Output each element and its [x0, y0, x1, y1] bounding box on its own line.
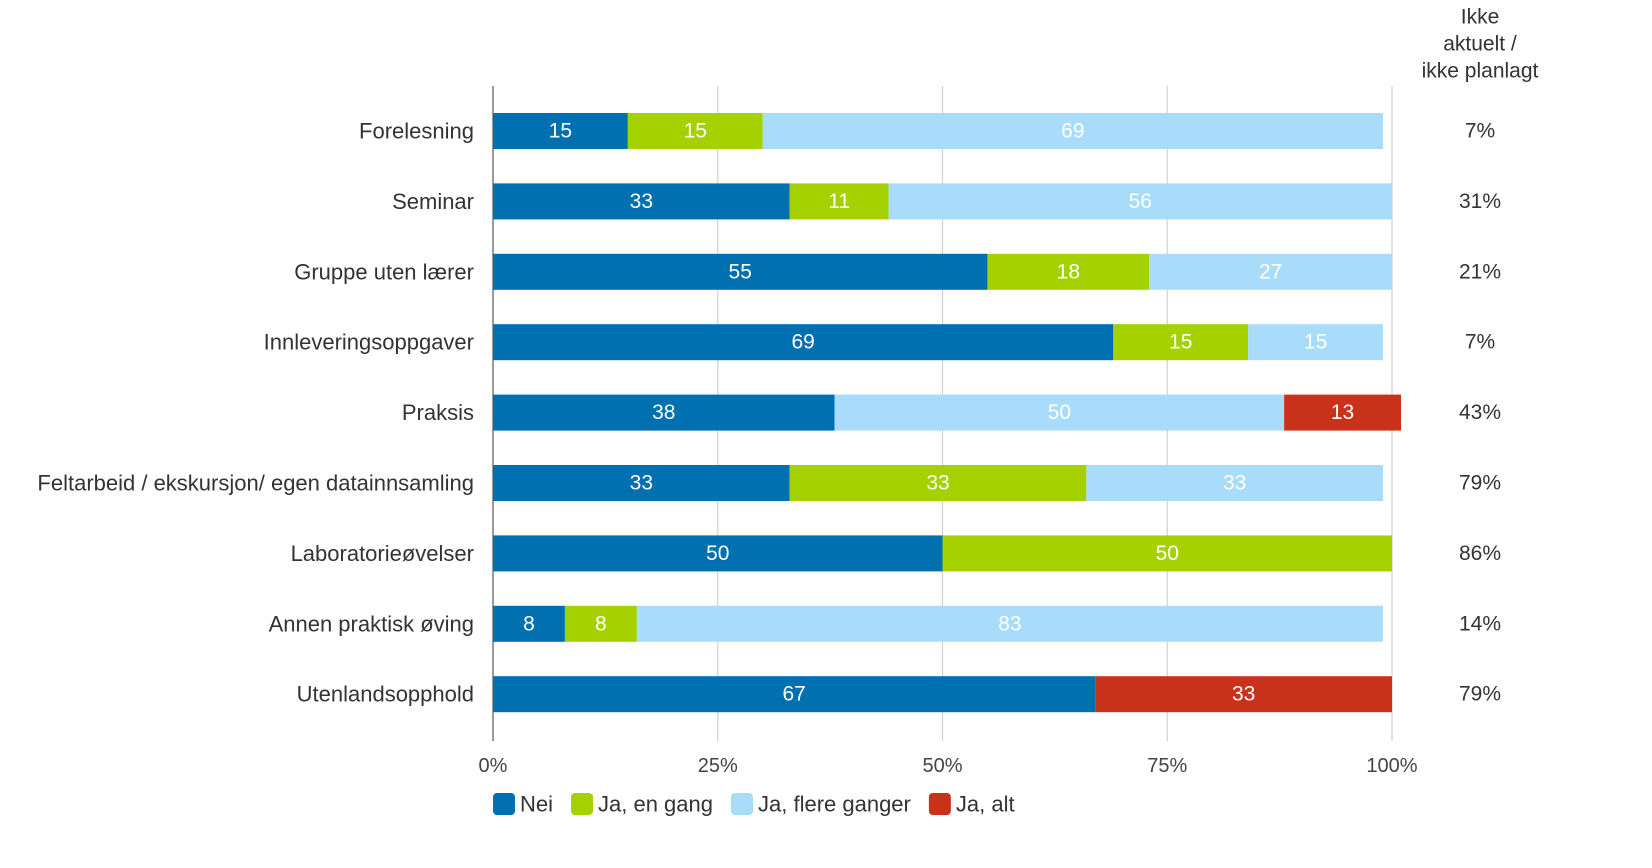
data-label: 69: [791, 331, 814, 354]
bar-segment: [493, 324, 1114, 361]
bar-segment: [1284, 394, 1401, 431]
bar-segment: [493, 676, 1096, 713]
bar-segment: [636, 605, 1384, 642]
x-tick-label: 75%: [1147, 755, 1187, 777]
side-column-value: 14%: [1459, 612, 1501, 635]
data-label: 11: [828, 190, 850, 213]
data-label: 50: [1156, 542, 1179, 565]
legend-label: Nei: [520, 792, 553, 817]
x-tick-label: 25%: [698, 755, 738, 777]
data-label: 15: [1169, 331, 1192, 354]
data-label: 27: [1259, 260, 1282, 283]
bar-segment: [1113, 324, 1249, 361]
legend-swatch: [571, 793, 594, 815]
data-label: 33: [630, 190, 653, 213]
side-column-header: Ikke: [1461, 6, 1500, 29]
bar-segment: [762, 113, 1384, 149]
data-label: 38: [652, 401, 675, 424]
bar-segment: [564, 605, 637, 642]
bar-segment: [493, 465, 790, 501]
category-label: Annen praktisk øving: [269, 611, 474, 636]
x-tick-label: 0%: [479, 755, 508, 777]
category-label: Seminar: [392, 189, 474, 214]
bar-segment: [493, 183, 790, 220]
category-label: Innleveringsoppgaver: [264, 330, 474, 355]
side-column-value: 7%: [1465, 120, 1495, 143]
category-label: Feltarbeid / ekskursjon/ egen datainnsam…: [37, 471, 474, 496]
legend-swatch: [731, 793, 753, 815]
legend-swatch: [928, 793, 951, 815]
category-label: Forelesning: [359, 119, 474, 144]
data-label: 33: [630, 472, 653, 495]
bar-segment: [789, 183, 889, 220]
side-column-value: 21%: [1459, 260, 1501, 283]
data-label: 50: [1048, 401, 1071, 424]
data-label: 15: [684, 120, 707, 143]
bar-segment: [834, 394, 1285, 431]
data-label: 67: [782, 683, 805, 706]
bar-segment: [942, 535, 1392, 572]
data-label: 18: [1057, 260, 1080, 283]
bar-segment: [888, 183, 1392, 220]
bar-segment: [1149, 253, 1392, 290]
data-label: 8: [595, 612, 607, 635]
side-column-value: 43%: [1459, 401, 1501, 424]
side-column-value: 79%: [1459, 472, 1501, 495]
bar-segment: [493, 394, 835, 431]
x-tick-label: 50%: [922, 755, 962, 777]
bar-segment: [627, 113, 763, 149]
category-label: Utenlandsopphold: [297, 682, 474, 707]
bar-segment: [1086, 465, 1384, 501]
side-column-value: 79%: [1459, 683, 1501, 706]
side-column-header: aktuelt /: [1443, 33, 1517, 56]
legend-label: Ja, flere ganger: [758, 792, 911, 817]
side-column-value: 31%: [1459, 190, 1501, 213]
side-column-value: 7%: [1465, 331, 1495, 354]
data-label: 15: [549, 120, 572, 143]
data-label: 8: [523, 612, 535, 635]
data-label: 33: [1232, 683, 1255, 706]
bar-segment: [789, 465, 1087, 501]
bar-segment: [493, 253, 988, 290]
side-column-value: 86%: [1459, 542, 1501, 565]
x-tick-label: 100%: [1366, 755, 1417, 777]
bar-segment: [987, 253, 1150, 290]
category-label: Laboratorieøvelser: [291, 541, 474, 566]
data-label: 55: [729, 260, 752, 283]
data-label: 69: [1061, 120, 1084, 143]
data-label: 33: [926, 472, 949, 495]
bar-segment: [493, 605, 565, 642]
data-label: 13: [1331, 401, 1354, 424]
legend-label: Ja, alt: [956, 792, 1015, 817]
legend-swatch: [493, 793, 515, 815]
category-label: Praksis: [402, 400, 474, 425]
data-label: 33: [1223, 472, 1246, 495]
bar-segment: [1095, 676, 1392, 713]
bar-segment: [493, 113, 628, 149]
side-column-header: ikke planlagt: [1422, 60, 1539, 83]
bar-segment: [1248, 324, 1384, 361]
data-label: 50: [706, 542, 729, 565]
category-label: Gruppe uten lærer: [294, 259, 474, 284]
legend-label: Ja, en gang: [598, 792, 713, 817]
data-label: 83: [998, 612, 1021, 635]
data-label: 15: [1304, 331, 1327, 354]
data-label: 56: [1129, 190, 1152, 213]
bar-segment: [493, 535, 943, 572]
